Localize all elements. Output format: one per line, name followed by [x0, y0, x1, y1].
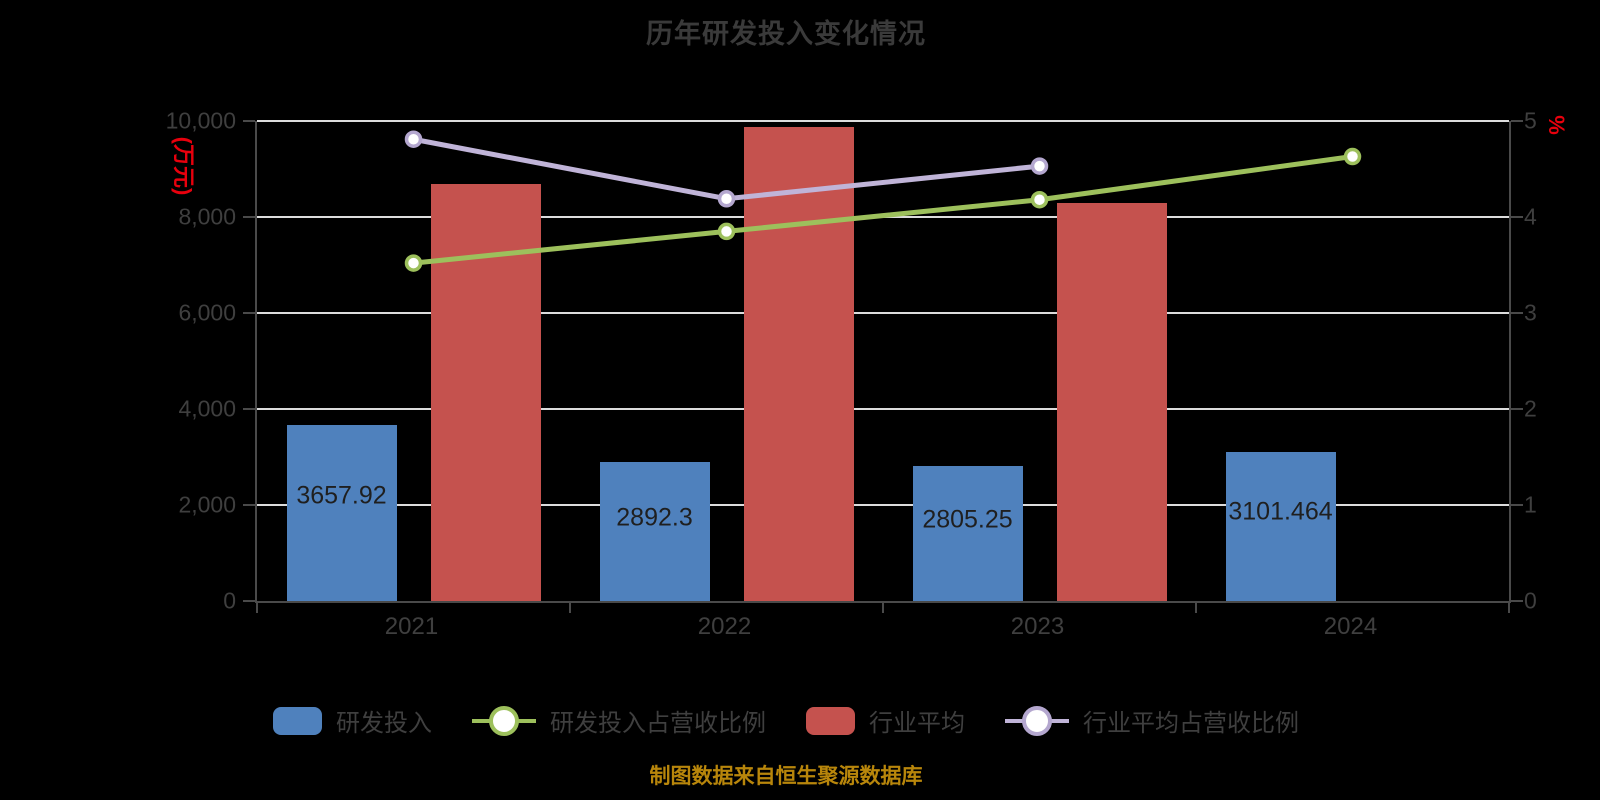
axis-tick	[243, 216, 255, 218]
axis-tick	[1511, 312, 1523, 314]
legend-label: 行业平均	[869, 710, 965, 737]
bar-研发投入-2021[interactable]: 3657.92	[286, 425, 397, 601]
x-axis-tick	[882, 603, 884, 613]
point-研发投入占营收比例-2021[interactable]	[404, 254, 423, 272]
bar-value-label: 2805.25	[922, 505, 1013, 534]
right-axis-tick-label: 2	[1524, 395, 1537, 422]
source-caption: 制图数据来自恒生聚源数据库	[649, 765, 923, 788]
line-研发投入占营收比例	[413, 154, 1353, 266]
axis-tick	[1511, 600, 1523, 602]
gridline	[257, 408, 1509, 410]
x-axis-label: 2021	[384, 613, 439, 640]
legend-item-研发投入占营收比例[interactable]: 研发投入占营收比例	[472, 703, 766, 738]
legend-line-marker-swatch	[472, 705, 536, 736]
left-axis-tick-label: 8,000	[178, 203, 236, 230]
x-axis-tick	[1508, 603, 1510, 613]
legend-item-行业平均[interactable]: 行业平均	[806, 703, 965, 738]
left-axis-unit-label: (万元)	[171, 136, 196, 196]
point-行业平均占营收比例-2023[interactable]	[1030, 157, 1049, 175]
x-axis-label: 2024	[1323, 613, 1378, 640]
bar-行业平均-2023[interactable]	[1056, 203, 1167, 601]
plot-area: 3657.92 2892.3 2805.25 3101.464	[243, 120, 1523, 613]
right-axis-tick-label: 4	[1524, 203, 1537, 230]
right-axis-tick-label: 1	[1524, 491, 1537, 518]
legend-label: 研发投入占营收比例	[550, 710, 766, 737]
left-axis-tick-label: 4,000	[178, 395, 236, 422]
axis-tick	[243, 504, 255, 506]
legend: 研发投入 研发投入占营收比例 行业平均 行业平均占营收比例	[0, 703, 1572, 738]
legend-item-行业平均占营收比例[interactable]: 行业平均占营收比例	[1005, 703, 1299, 738]
axis-tick	[1511, 120, 1523, 122]
bar-value-label: 3101.464	[1228, 497, 1333, 526]
x-axis-label: 2023	[1010, 613, 1065, 640]
x-axis-tick	[569, 603, 571, 613]
gridline	[257, 504, 1509, 506]
bar-研发投入-2024[interactable]: 3101.464	[1225, 452, 1336, 601]
bar-研发投入-2022[interactable]: 2892.3	[599, 462, 710, 601]
axis-tick	[1511, 408, 1523, 410]
right-axis-tick-label: 0	[1524, 587, 1537, 614]
point-研发投入占营收比例-2024[interactable]	[1343, 147, 1362, 166]
bar-研发投入-2023[interactable]: 2805.25	[912, 466, 1023, 601]
bar-value-label: 2892.3	[616, 503, 693, 532]
legend-label: 研发投入	[336, 710, 432, 737]
gridline	[257, 312, 1509, 314]
legend-bar-swatch	[806, 706, 855, 735]
left-axis-tick-label: 10,000	[165, 107, 236, 134]
point-行业平均占营收比例-2021[interactable]	[404, 130, 423, 148]
legend-bar-swatch	[273, 706, 322, 735]
bar-行业平均-2022[interactable]	[743, 127, 854, 601]
right-axis-tick-label: 5	[1524, 107, 1537, 134]
line-行业平均占营收比例	[413, 136, 1040, 202]
axis-tick	[243, 120, 255, 122]
x-axis-label: 2022	[697, 613, 752, 640]
left-axis-tick-label: 2,000	[178, 491, 236, 518]
gridline	[257, 120, 1509, 122]
axis-tick	[243, 408, 255, 410]
chart-title: 历年研发投入变化情况	[646, 19, 926, 49]
legend-label: 行业平均占营收比例	[1083, 710, 1299, 737]
left-axis-tick-label: 0	[223, 587, 236, 614]
x-axis-tick	[1195, 603, 1197, 613]
axis-tick	[243, 600, 255, 602]
line-series-layer	[404, 130, 1362, 272]
bar-value-label: 3657.92	[296, 481, 387, 510]
axis-tick	[1511, 504, 1523, 506]
x-axis-tick	[256, 603, 258, 613]
point-研发投入占营收比例-2022[interactable]	[717, 222, 736, 241]
legend-item-研发投入[interactable]: 研发投入	[273, 703, 432, 738]
point-行业平均占营收比例-2022[interactable]	[717, 190, 736, 208]
left-axis-tick-label: 6,000	[178, 299, 236, 326]
axis-tick	[1511, 216, 1523, 218]
point-研发投入占营收比例-2023[interactable]	[1030, 190, 1049, 209]
axis-tick	[243, 312, 255, 314]
legend-line-marker-swatch	[1005, 705, 1069, 736]
right-axis-tick-label: 3	[1524, 299, 1537, 326]
